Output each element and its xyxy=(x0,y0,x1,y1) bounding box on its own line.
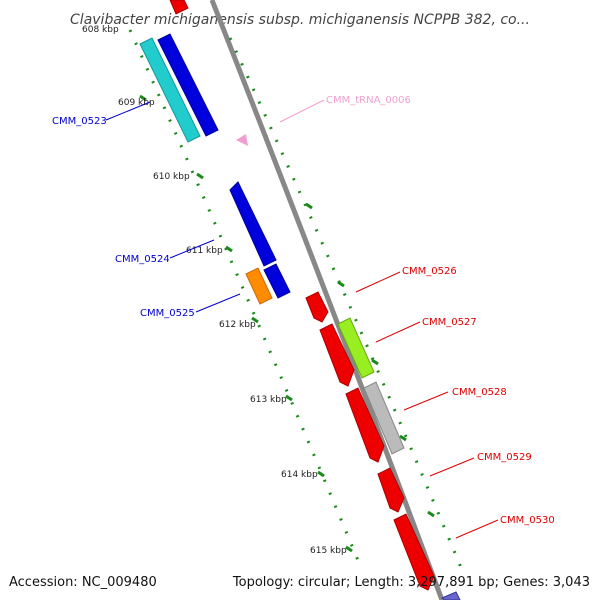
gene-feature-top-red[interactable] xyxy=(169,0,189,15)
gene-label-cmm-0524[interactable]: CMM_0524 xyxy=(115,254,170,265)
genome-backbone xyxy=(209,0,445,600)
gene-feature-cmm-0523[interactable] xyxy=(157,33,219,137)
trna-feature-cmm-trna-0006[interactable] xyxy=(236,134,248,146)
tick-mark xyxy=(371,358,379,366)
gene-feature-cmm-0528-red[interactable] xyxy=(345,387,385,463)
gene-feature-cmm-0526[interactable] xyxy=(305,291,329,323)
tick-label: 612 kbp xyxy=(219,320,256,330)
gene-feature-cmm-0524[interactable] xyxy=(229,181,277,267)
gene-feature-cmm-0527-red[interactable] xyxy=(319,323,355,387)
leader-line xyxy=(455,519,499,539)
leader-line xyxy=(169,239,215,259)
leader-line xyxy=(375,321,421,343)
tick-labels: 608 kbp 609 kbp 610 kbp 611 kbp 612 kbp … xyxy=(82,25,347,556)
tick-mark xyxy=(225,245,233,253)
gene-feature-cmm-0528-grey[interactable] xyxy=(363,381,405,455)
gene-labels: CMM_0523 CMM_0524 CMM_0525 CMM_tRNA_0006… xyxy=(52,95,555,526)
gene-label-cmm-0527[interactable]: CMM_0527 xyxy=(422,317,477,328)
label-leader-lines xyxy=(105,99,499,539)
leader-line xyxy=(403,391,449,411)
tick-mark xyxy=(399,434,407,442)
gene-label-cmm-0526[interactable]: CMM_0526 xyxy=(402,266,457,277)
gene-label-cmm-0525[interactable]: CMM_0525 xyxy=(140,308,195,319)
reverse-strand-genes xyxy=(139,0,291,305)
leader-line xyxy=(279,99,325,123)
inner-tick-ruler xyxy=(128,29,364,571)
tick-label: 614 kbp xyxy=(281,470,318,480)
gene-feature-bottom-purple[interactable] xyxy=(441,591,461,600)
tick-mark xyxy=(345,545,353,553)
leader-line xyxy=(105,101,151,121)
tick-marks xyxy=(139,94,435,553)
tick-mark xyxy=(317,470,325,478)
outer-tick-ruler xyxy=(228,37,464,571)
map-title: Clavibacter michiganensis subsp. michiga… xyxy=(70,12,530,28)
tick-mark xyxy=(196,172,204,180)
gene-label-cmm-trna-0006[interactable]: CMM_tRNA_0006 xyxy=(326,95,411,106)
tick-mark xyxy=(427,510,435,518)
leader-line xyxy=(355,271,401,293)
tick-label: 611 kbp xyxy=(186,246,223,256)
tick-label: 610 kbp xyxy=(153,172,190,182)
gene-feature-cyan[interactable] xyxy=(139,37,201,143)
tick-label: 615 kbp xyxy=(310,546,347,556)
gene-feature-cmm-0530[interactable] xyxy=(393,513,435,591)
gene-label-cmm-0523[interactable]: CMM_0523 xyxy=(52,116,107,127)
gene-feature-cmm-0527-green[interactable] xyxy=(337,317,375,379)
leader-line xyxy=(429,457,475,477)
gene-feature-cmm-0525[interactable] xyxy=(245,267,273,305)
gene-feature-cmm-0529[interactable] xyxy=(377,467,405,513)
tick-mark xyxy=(251,316,259,324)
tick-label: 613 kbp xyxy=(250,395,287,405)
accession-label: Accession: NC_009480 xyxy=(9,575,157,590)
tick-label: 609 kbp xyxy=(118,98,155,108)
tick-mark xyxy=(285,394,293,402)
gene-label-cmm-0528[interactable]: CMM_0528 xyxy=(452,387,507,398)
gene-label-cmm-0530[interactable]: CMM_0530 xyxy=(500,515,555,526)
gene-feature-small-blue[interactable] xyxy=(263,263,291,299)
tick-mark xyxy=(337,280,345,288)
tick-label: 608 kbp xyxy=(82,25,119,35)
leader-line xyxy=(195,293,241,313)
genome-summary: Topology: circular; Length: 3,297,891 bp… xyxy=(232,575,590,590)
tick-mark xyxy=(139,94,147,102)
tick-mark xyxy=(305,202,313,210)
gene-label-cmm-0529[interactable]: CMM_0529 xyxy=(477,452,532,463)
forward-strand-genes xyxy=(305,291,461,600)
